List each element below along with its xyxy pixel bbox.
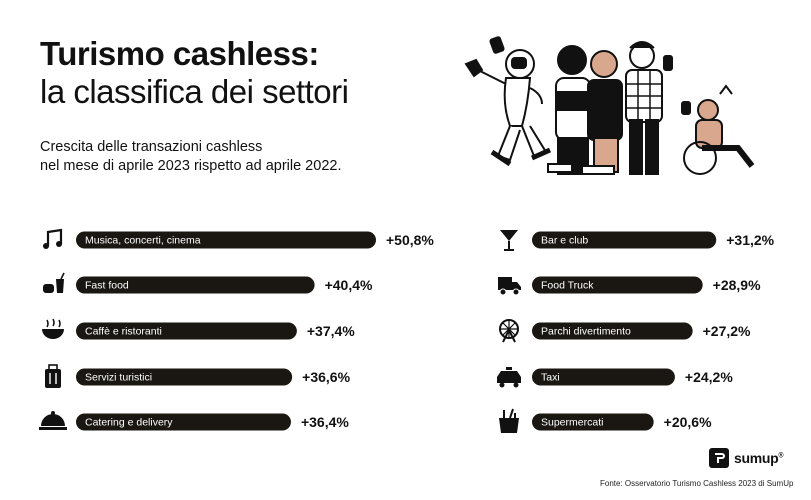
subtitle-line2: nel mese di aprile 2023 rispetto ad apri…	[40, 158, 342, 174]
chart-bar	[532, 413, 654, 431]
people-illustration	[464, 36, 755, 175]
brand-text: sumup	[734, 450, 779, 466]
chart-row: Food Truck +28,9%	[498, 276, 761, 296]
music-icon	[43, 228, 63, 249]
category-label: Parchi divertimento	[541, 326, 631, 338]
chart-bar	[76, 231, 376, 249]
value-label: +36,6%	[302, 369, 350, 385]
chart-bar	[76, 413, 291, 431]
category-label: Supermercati	[541, 417, 603, 429]
source-note: Fonte: Osservatorio Turismo Cashless 202…	[600, 479, 794, 488]
subtitle-line1: Crescita delle transazioni cashless	[40, 139, 263, 155]
chart-row: Fast food +40,4%	[43, 272, 373, 294]
bowl-icon	[42, 318, 64, 339]
value-label: +37,4%	[307, 323, 355, 339]
chart-row: Bar e club +31,2%	[500, 230, 775, 251]
chart-bar	[532, 231, 717, 249]
chart-bar	[76, 322, 297, 340]
category-label: Food Truck	[541, 280, 594, 292]
value-label: +28,9%	[713, 277, 761, 293]
category-label: Caffè e ristoranti	[85, 326, 162, 338]
category-label: Servizi turistici	[85, 372, 152, 384]
page-subtitle: Crescita delle transazioni cashless nel …	[40, 138, 400, 176]
value-label: +40,4%	[325, 277, 373, 293]
chart-bar	[76, 276, 315, 294]
chart-row: Musica, concerti, cinema +50,8%	[43, 228, 434, 249]
sumup-logo: sumup®	[709, 448, 784, 468]
cocktail-icon	[500, 230, 518, 251]
fast-food-icon	[43, 272, 65, 293]
chart-row: Catering e delivery +36,4%	[39, 411, 349, 431]
brand-name: sumup®	[734, 450, 784, 466]
cloche-icon	[39, 411, 67, 430]
value-label: +27,2%	[703, 323, 751, 339]
value-label: +31,2%	[726, 232, 774, 248]
ferris-wheel-icon	[499, 319, 519, 343]
category-label: Taxi	[541, 372, 560, 384]
chart-bar	[532, 368, 675, 386]
chart-bar	[532, 322, 693, 340]
grocery-bag-icon	[499, 408, 519, 433]
sumup-logo-mark	[709, 448, 729, 468]
page-title-line1: Turismo cashless:	[40, 35, 319, 72]
chart-row: Taxi +24,2%	[497, 367, 733, 388]
chart-row: Servizi turistici +36,6%	[45, 364, 351, 388]
chart-bar	[532, 276, 703, 294]
value-label: +20,6%	[664, 414, 712, 430]
chart-bar	[76, 368, 293, 386]
page-title-line2: la classifica dei settori	[40, 73, 349, 110]
chart-row: Supermercati +20,6%	[499, 408, 712, 433]
category-label: Musica, concerti, cinema	[85, 235, 201, 247]
taxi-icon	[497, 367, 521, 388]
value-label: +36,4%	[301, 414, 349, 430]
chart-row: Parchi divertimento +27,2%	[499, 319, 751, 343]
category-label: Catering e delivery	[85, 417, 173, 429]
value-label: +24,2%	[685, 369, 733, 385]
category-label: Bar e club	[541, 235, 588, 247]
value-label: +50,8%	[386, 232, 434, 248]
brand-mark: ®	[778, 452, 784, 460]
truck-icon	[498, 277, 521, 296]
chart-row: Caffè e ristoranti +37,4%	[42, 318, 355, 340]
category-label: Fast food	[85, 280, 129, 292]
luggage-icon	[45, 364, 61, 388]
